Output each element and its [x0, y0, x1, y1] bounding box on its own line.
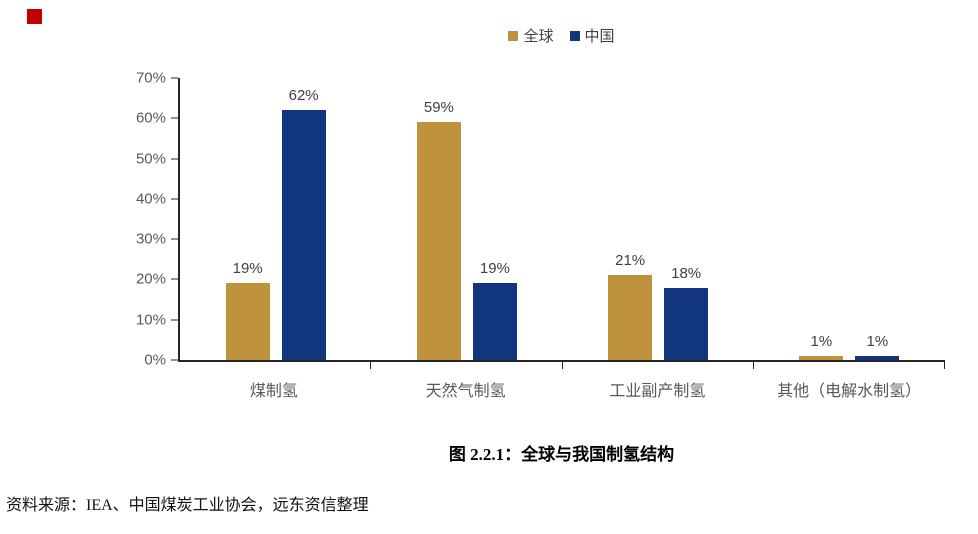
plot-area: 0% 10% 20% 30% 40% 50% 60% 70% 19% 62% 59% 19% 21% 18…	[136, 70, 945, 369]
y-axis-tick	[171, 198, 178, 200]
figure-caption: 图 2.2.1：全球与我国制氢结构	[448, 445, 675, 464]
bar-value-label: 19%	[232, 260, 263, 278]
y-axis-tick-label: 10%	[135, 311, 166, 329]
bar-value-label: 59%	[423, 99, 454, 117]
bar-中国: 62%	[281, 87, 326, 360]
legend-swatch-icon	[569, 30, 580, 41]
bar-value-label: 62%	[288, 87, 319, 105]
legend-swatch-icon	[508, 30, 519, 41]
bar-value-label: 1%	[866, 332, 889, 350]
legend-item-china: 中国	[569, 25, 615, 46]
bar-value-label: 21%	[615, 252, 646, 270]
x-axis-tick	[370, 362, 372, 369]
bar-全球: 21%	[608, 252, 653, 360]
chart-legend: 全球 中国	[178, 25, 945, 46]
y-axis-tick-label: 70%	[135, 69, 166, 87]
bar-value-label: 18%	[671, 264, 702, 282]
bar-全球: 19%	[225, 260, 270, 360]
bar-中国: 18%	[664, 265, 709, 360]
y-axis-tick	[171, 117, 178, 119]
y-axis-tick	[171, 158, 178, 160]
y-axis-tick	[171, 359, 178, 361]
legend-item-global: 全球	[508, 25, 554, 46]
y-axis-tick	[171, 278, 178, 280]
y-axis-tick-label: 60%	[135, 109, 166, 127]
bar-value-label: 19%	[479, 260, 510, 278]
y-axis-tick-label: 20%	[135, 270, 166, 288]
x-category-label: 工业副产制氢	[609, 383, 706, 400]
category-group: 1% 1%	[754, 78, 945, 360]
page-corner-red-marker	[27, 9, 42, 24]
category-group: 19% 62%	[180, 78, 371, 360]
y-axis-tick	[171, 238, 178, 240]
y-axis-tick-label: 30%	[135, 230, 166, 248]
bar-value-label: 1%	[810, 332, 833, 350]
legend-label: 全球	[523, 28, 554, 45]
y-axis-tick	[171, 77, 178, 79]
y-axis-tick-label: 0%	[144, 351, 166, 369]
x-axis-tick	[944, 362, 945, 369]
y-axis-tick-label: 50%	[135, 150, 166, 168]
y-axis-tick	[171, 319, 178, 321]
y-axis-tick-label: 40%	[135, 190, 166, 208]
x-category-label: 天然气制氢	[425, 383, 506, 400]
x-axis-tick	[752, 362, 754, 369]
bar-中国: 1%	[855, 333, 900, 360]
x-category-label: 其他（电解水制氢）	[777, 383, 922, 400]
bar-全球: 59%	[416, 99, 461, 360]
bar-全球: 1%	[799, 333, 844, 360]
category-group: 21% 18%	[563, 78, 754, 360]
x-axis-tick	[561, 362, 563, 369]
source-note: 资料来源：IEA、中国煤炭工业协会，远东资信整理	[6, 497, 369, 514]
legend-label: 中国	[584, 28, 615, 45]
category-group: 59% 19%	[371, 78, 562, 360]
x-category-label: 煤制氢	[249, 383, 298, 400]
bar-中国: 19%	[472, 260, 517, 360]
x-axis-category-labels: 煤制氢 天然气制氢 工业副产制氢 其他（电解水制氢）	[178, 377, 945, 401]
